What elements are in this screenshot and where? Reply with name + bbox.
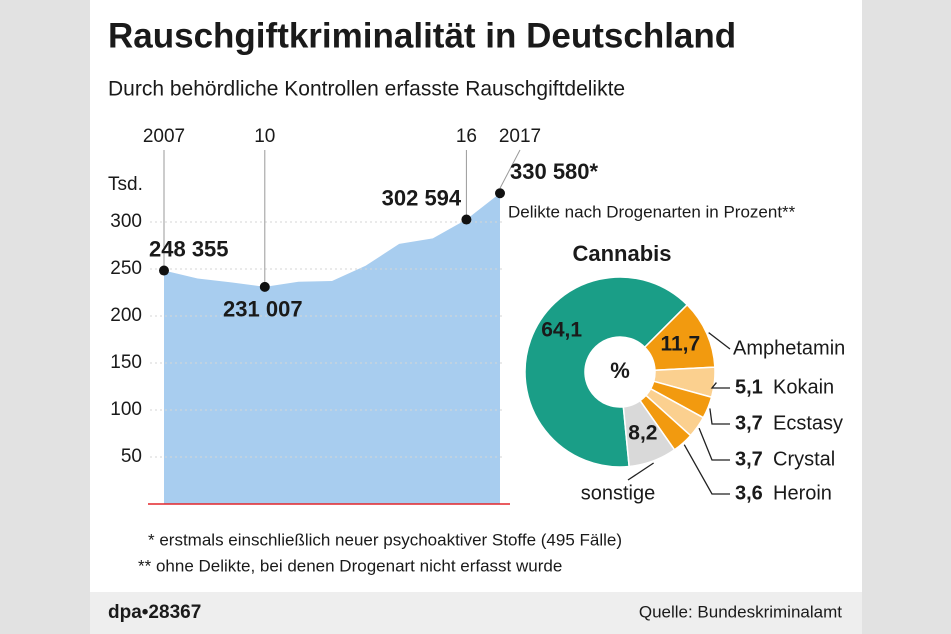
value-label: 302 594 [382, 185, 462, 210]
leader-line [627, 462, 654, 481]
value-label: 11,7 [660, 333, 700, 356]
value-label: 248 355 [149, 236, 229, 261]
leader-line [710, 382, 730, 389]
leader-line [698, 427, 730, 461]
category-label: Crystal [773, 448, 835, 470]
value-label: 3,6 [735, 482, 763, 504]
source: Quelle: Bundeskriminalamt [639, 602, 842, 621]
leader-line [709, 408, 730, 425]
y-tick-label: 150 [110, 352, 142, 373]
slice [524, 276, 689, 468]
category-label: Ecstasy [773, 412, 843, 434]
category-label: sonstige [581, 482, 656, 504]
title: Rauschgiftkriminalität in Deutschland [108, 16, 736, 55]
leader-line [708, 332, 731, 350]
subtitle: Durch behördliche Kontrollen erfasste Ra… [108, 78, 625, 101]
category-label: Cannabis [572, 241, 671, 266]
y-tick-label: 50 [121, 446, 142, 467]
point [461, 214, 472, 225]
footnote: ** ohne Delikte, bei denen Drogenart nic… [138, 556, 562, 575]
y-tick-label: 200 [110, 305, 142, 326]
point [259, 281, 270, 292]
x-tick-label: 2007 [143, 126, 185, 147]
value-label: 3,7 [735, 448, 763, 470]
footnote: * erstmals einschließlich neuer psychoak… [148, 530, 622, 549]
x-tick-label: 10 [254, 126, 275, 147]
value-label: 3,7 [735, 412, 763, 434]
point [159, 265, 169, 276]
value-label: 5,1 [735, 376, 763, 398]
dpa-id: dpa•28367 [108, 602, 201, 623]
y-axis-label: Tsd. [108, 174, 143, 195]
y-tick-label: 100 [110, 399, 142, 420]
value-label: 64,1 [541, 319, 582, 342]
value-label: 8,2 [628, 421, 657, 444]
pie-title: Delikte nach Drogenarten in Prozent** [508, 202, 796, 221]
center-label: % [610, 358, 630, 383]
category-label: Kokain [773, 376, 834, 398]
value-label: 330 580* [510, 159, 599, 184]
x-tick-label: 16 [456, 126, 477, 147]
footer-band [90, 592, 862, 634]
category-label: Amphetamin [733, 337, 845, 359]
category-label: Heroin [773, 482, 832, 504]
y-tick-label: 250 [110, 258, 142, 279]
x-tick-label: 2017 [499, 126, 541, 147]
leader-line [683, 444, 730, 495]
slice [622, 399, 676, 468]
value-label: 231 007 [223, 297, 303, 322]
point [495, 188, 505, 199]
tick-line [499, 149, 521, 189]
area [164, 193, 500, 504]
y-tick-label: 300 [110, 211, 142, 232]
